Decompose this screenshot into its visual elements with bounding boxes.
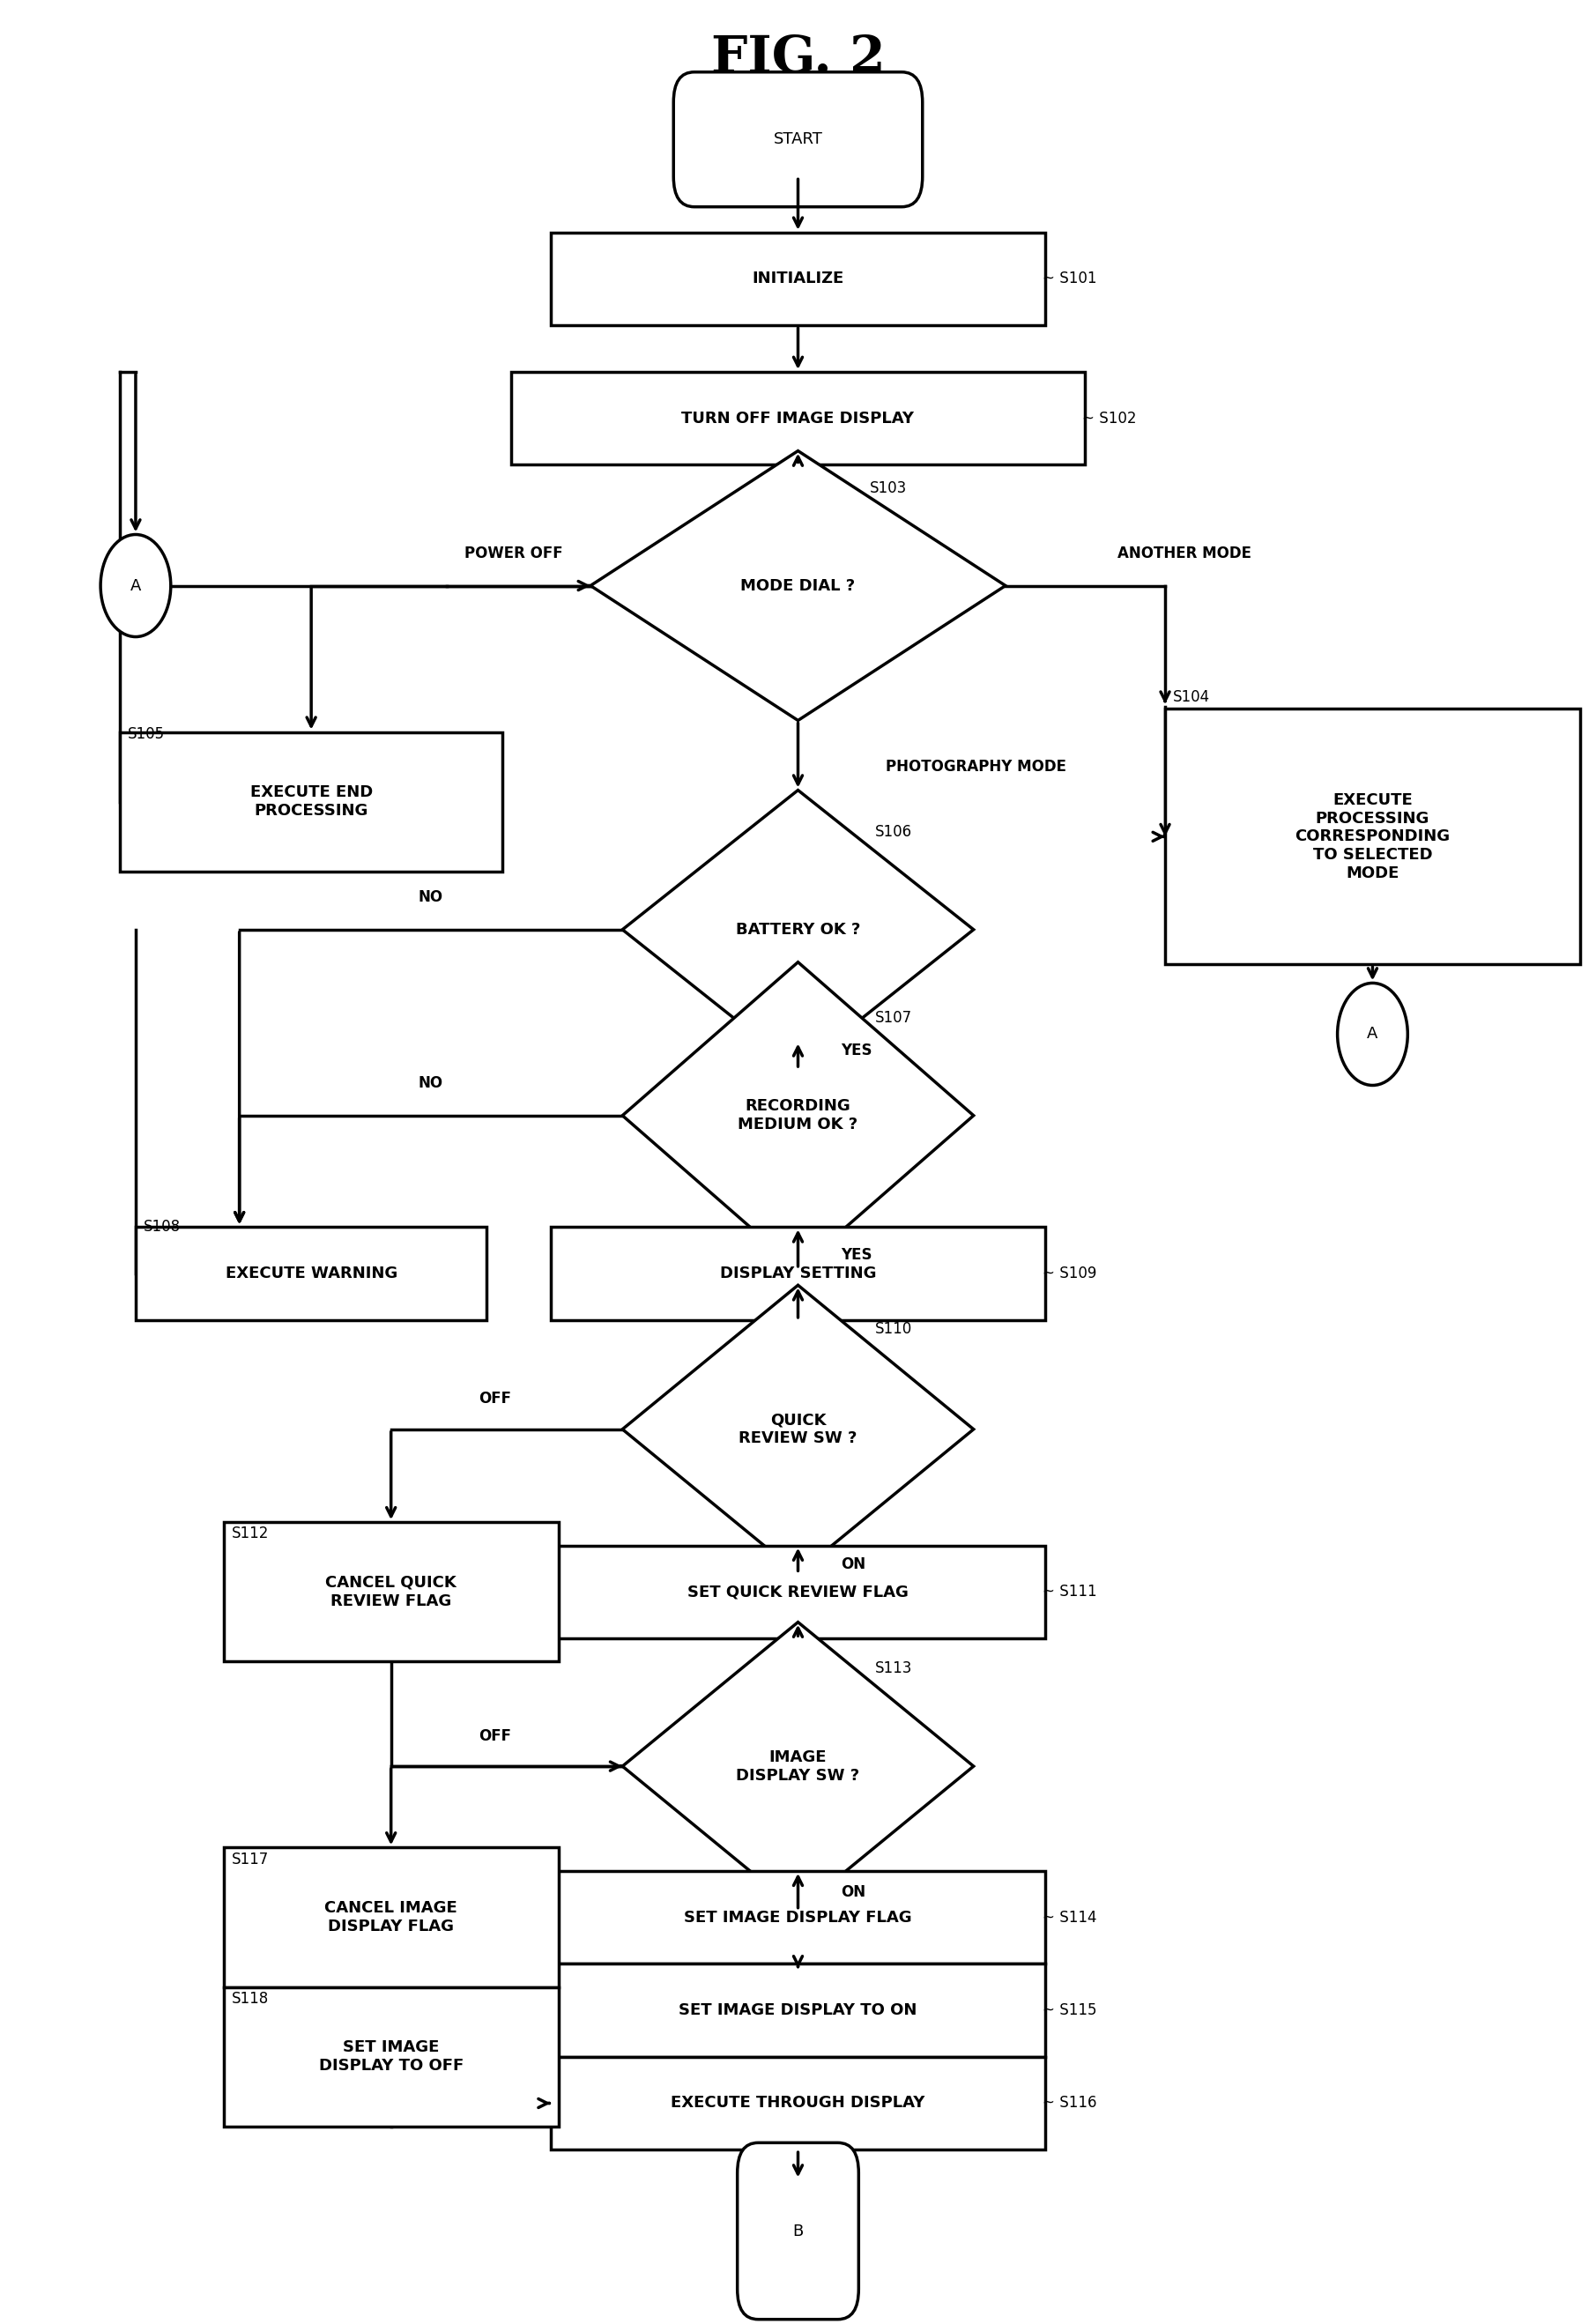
- FancyBboxPatch shape: [223, 1848, 559, 1987]
- FancyBboxPatch shape: [1165, 709, 1580, 964]
- Text: ~ S111: ~ S111: [1042, 1585, 1096, 1599]
- Text: S108: S108: [144, 1220, 180, 1234]
- Text: OFF: OFF: [479, 1729, 511, 1743]
- Text: CANCEL QUICK
REVIEW FLAG: CANCEL QUICK REVIEW FLAG: [326, 1576, 456, 1608]
- Text: QUICK
REVIEW SW ?: QUICK REVIEW SW ?: [739, 1413, 857, 1446]
- Text: OFF: OFF: [479, 1392, 511, 1406]
- Polygon shape: [591, 451, 1005, 720]
- Circle shape: [101, 535, 171, 637]
- Text: ~ S109: ~ S109: [1042, 1267, 1096, 1281]
- Polygon shape: [622, 962, 974, 1269]
- Text: EXECUTE WARNING: EXECUTE WARNING: [225, 1267, 397, 1281]
- Text: S110: S110: [875, 1322, 911, 1336]
- Circle shape: [1337, 983, 1408, 1085]
- Text: NO: NO: [418, 890, 444, 904]
- Text: EXECUTE THROUGH DISPLAY: EXECUTE THROUGH DISPLAY: [670, 2096, 926, 2110]
- FancyBboxPatch shape: [551, 1545, 1045, 1638]
- Text: IMAGE
DISPLAY SW ?: IMAGE DISPLAY SW ?: [736, 1750, 860, 1783]
- Text: RECORDING
MEDIUM OK ?: RECORDING MEDIUM OK ?: [737, 1099, 859, 1132]
- Text: S106: S106: [875, 825, 911, 839]
- Text: S103: S103: [870, 481, 907, 495]
- Text: SET IMAGE DISPLAY TO ON: SET IMAGE DISPLAY TO ON: [678, 2003, 918, 2017]
- FancyBboxPatch shape: [737, 2143, 859, 2319]
- FancyBboxPatch shape: [674, 72, 922, 207]
- Text: ON: ON: [841, 1557, 867, 1571]
- FancyBboxPatch shape: [551, 1964, 1045, 2057]
- Text: SET IMAGE DISPLAY FLAG: SET IMAGE DISPLAY FLAG: [685, 1910, 911, 1924]
- Text: ON: ON: [841, 1885, 867, 1899]
- Text: SET QUICK REVIEW FLAG: SET QUICK REVIEW FLAG: [688, 1585, 908, 1599]
- Text: ~ S101: ~ S101: [1042, 272, 1096, 286]
- Polygon shape: [622, 1285, 974, 1573]
- Text: BATTERY OK ?: BATTERY OK ?: [736, 923, 860, 937]
- Text: EXECUTE
PROCESSING
CORRESPONDING
TO SELECTED
MODE: EXECUTE PROCESSING CORRESPONDING TO SELE…: [1294, 792, 1451, 881]
- Text: INITIALIZE: INITIALIZE: [752, 272, 844, 286]
- FancyBboxPatch shape: [136, 1227, 487, 1320]
- Text: S107: S107: [875, 1011, 911, 1025]
- Text: DISPLAY SETTING: DISPLAY SETTING: [720, 1267, 876, 1281]
- Text: YES: YES: [841, 1043, 873, 1057]
- FancyBboxPatch shape: [551, 1871, 1045, 1964]
- FancyBboxPatch shape: [551, 1227, 1045, 1320]
- Text: SET IMAGE
DISPLAY TO OFF: SET IMAGE DISPLAY TO OFF: [319, 2040, 463, 2073]
- Text: A: A: [131, 579, 140, 593]
- FancyBboxPatch shape: [120, 732, 503, 872]
- Polygon shape: [622, 1622, 974, 1910]
- Text: YES: YES: [841, 1248, 873, 1262]
- FancyBboxPatch shape: [223, 1987, 559, 2126]
- Polygon shape: [622, 790, 974, 1069]
- Text: S104: S104: [1173, 690, 1210, 704]
- Text: ANOTHER MODE: ANOTHER MODE: [1117, 546, 1251, 560]
- Text: ~ S115: ~ S115: [1042, 2003, 1096, 2017]
- Text: A: A: [1368, 1027, 1377, 1041]
- Text: S105: S105: [128, 727, 164, 741]
- FancyBboxPatch shape: [551, 232, 1045, 325]
- Text: POWER OFF: POWER OFF: [464, 546, 563, 560]
- Text: ~ S114: ~ S114: [1042, 1910, 1096, 1924]
- Text: S117: S117: [231, 1852, 268, 1866]
- Text: ~ S116: ~ S116: [1042, 2096, 1096, 2110]
- Text: EXECUTE END
PROCESSING: EXECUTE END PROCESSING: [251, 786, 372, 818]
- Text: S112: S112: [231, 1527, 268, 1541]
- FancyBboxPatch shape: [223, 1522, 559, 1662]
- Text: CANCEL IMAGE
DISPLAY FLAG: CANCEL IMAGE DISPLAY FLAG: [324, 1901, 458, 1934]
- Text: B: B: [793, 2224, 803, 2238]
- Text: S113: S113: [875, 1662, 911, 1676]
- Text: NO: NO: [418, 1076, 444, 1090]
- FancyBboxPatch shape: [511, 372, 1085, 465]
- Text: PHOTOGRAPHY MODE: PHOTOGRAPHY MODE: [886, 760, 1066, 774]
- Text: TURN OFF IMAGE DISPLAY: TURN OFF IMAGE DISPLAY: [681, 411, 915, 425]
- Text: MODE DIAL ?: MODE DIAL ?: [741, 579, 855, 593]
- Text: FIG. 2: FIG. 2: [710, 33, 886, 84]
- Text: ~ S102: ~ S102: [1082, 411, 1136, 425]
- Text: S118: S118: [231, 1992, 268, 2006]
- Text: START: START: [774, 132, 822, 146]
- FancyBboxPatch shape: [551, 2057, 1045, 2150]
